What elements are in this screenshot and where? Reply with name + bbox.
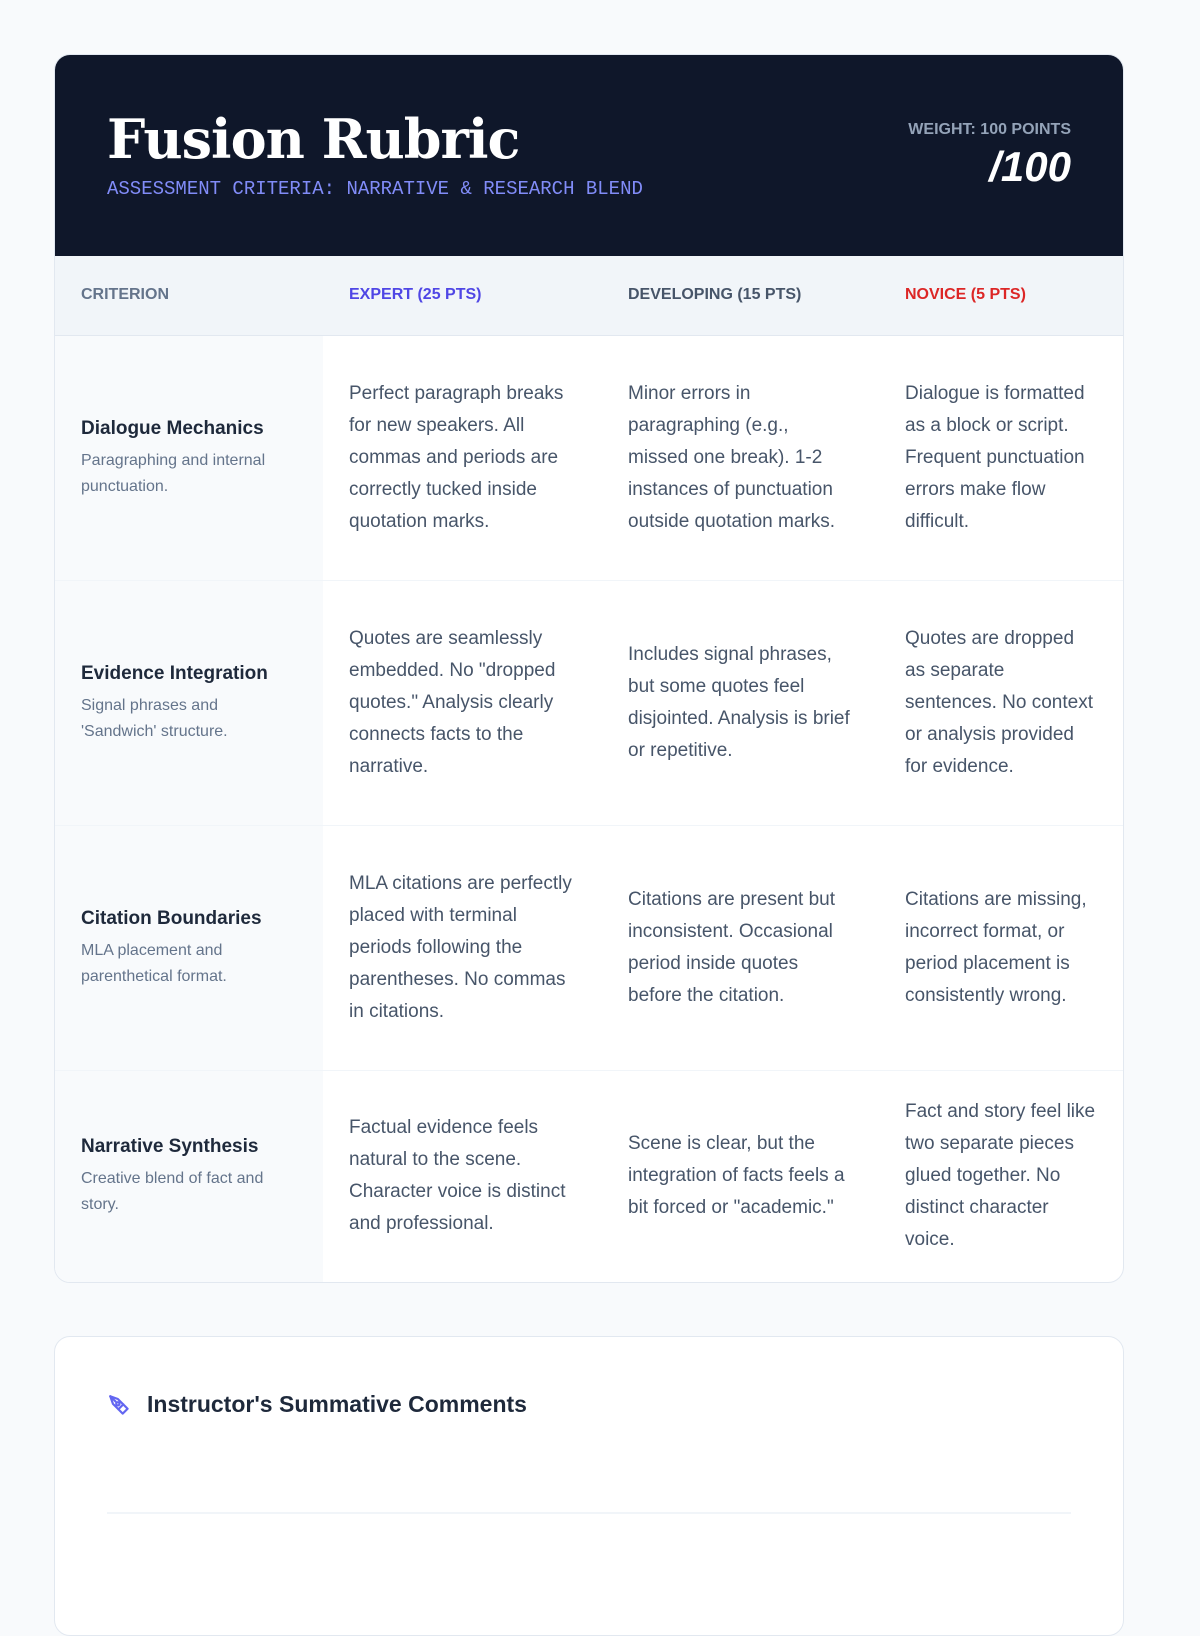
column-header-criterion: CRITERION [55,256,323,336]
rubric-table: CRITERION EXPERT (25 PTS) DEVELOPING (15… [55,256,1123,1282]
criterion-description: MLA placement and parenthetical format. [81,941,227,985]
expert-cell: MLA citations are perfectly placed with … [323,825,602,1071]
rubric-header: Fusion Rubric ASSESSMENT CRITERIA: NARRA… [55,55,1123,256]
column-header-novice: NOVICE (5 PTS) [879,256,1123,336]
developing-cell: Citations are present but inconsistent. … [602,825,879,1071]
novice-cell: Fact and story feel like two separate pi… [905,1101,1096,1251]
novice-cell: Citations are missing, incorrect format,… [879,825,1123,1071]
expert-cell: Quotes are seamlessly embedded. No "drop… [323,580,602,826]
comments-card: Instructor's Summative Comments [54,1336,1124,1636]
table-row: Narrative Synthesis Creative blend of fac… [55,1070,1123,1282]
criterion-cell: Narrative Synthesis Creative blend of fac… [55,1070,323,1282]
novice-cell: Quotes are dropped as separate sentences… [879,580,1123,826]
developing-cell: Minor errors in paragraphing (e.g., miss… [602,335,879,581]
table-row: Dialogue Mechanics Paragraphing and inter… [55,335,1123,581]
score-total: /100 [989,143,1071,190]
expert-cell: Factual evidence feels natural to the sc… [349,1117,566,1235]
criterion-name: Evidence Integration [81,662,268,684]
criterion-cell: Dialogue Mechanics Paragraphing and inter… [55,335,323,581]
column-header-expert: EXPERT (25 PTS) [323,256,602,336]
criterion-description: Creative blend of fact and story. [81,1170,264,1214]
novice-cell: Dialogue is formatted as a block or scri… [879,335,1123,581]
column-header-developing: DEVELOPING (15 PTS) [602,256,879,336]
criterion-name: Dialogue Mechanics [81,417,264,439]
comment-line[interactable] [107,1512,1071,1514]
weight-label: WEIGHT: 100 POINTS [908,121,1071,138]
table-row: Citation Boundaries MLA placement and par… [55,825,1123,1071]
criterion-name: Narrative Synthesis [81,1136,259,1158]
comments-title: Instructor's Summative Comments [147,1391,527,1417]
page-subtitle: ASSESSMENT CRITERIA: NARRATIVE & RESEARC… [107,178,643,200]
developing-cell: Includes signal phrases, but some quotes… [602,580,879,826]
rubric-card: Fusion Rubric ASSESSMENT CRITERIA: NARRA… [54,54,1124,1283]
table-row: Evidence Integration Signal phrases and '… [55,580,1123,826]
criterion-description: Signal phrases and 'Sandwich' structure. [81,696,228,740]
page-title: Fusion Rubric [107,107,520,171]
criterion-cell: Citation Boundaries MLA placement and par… [55,825,323,1071]
pen-nib-icon [109,1395,129,1415]
criterion-cell: Evidence Integration Signal phrases and '… [55,580,323,826]
criterion-name: Citation Boundaries [81,907,262,929]
developing-cell: Scene is clear, but the integration of f… [628,1133,845,1219]
expert-cell: Perfect paragraph breaks for new speaker… [323,335,602,581]
criterion-description: Paragraphing and internal punctuation. [81,451,266,495]
